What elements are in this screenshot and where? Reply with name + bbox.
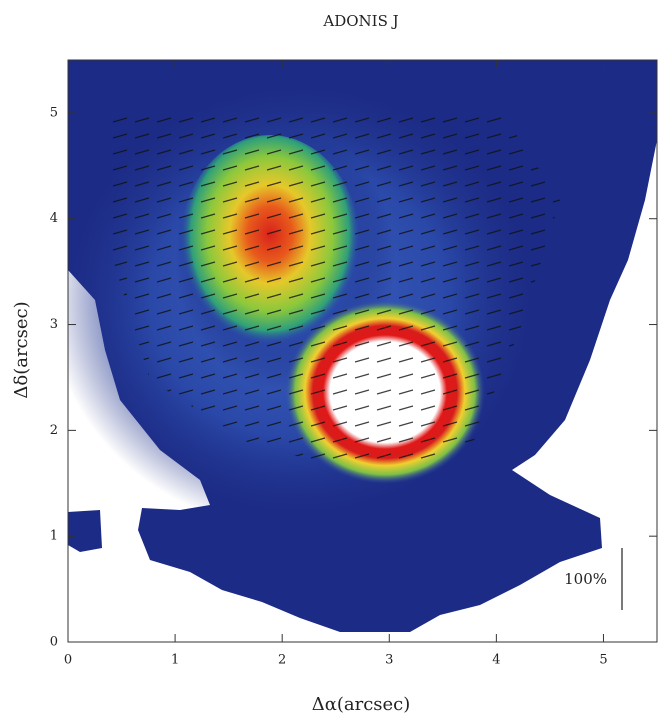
x-tick-label: 2 [278, 653, 286, 668]
chart-title: ADONIS J [322, 12, 398, 30]
heatmap-image [50, 60, 657, 632]
y-axis-label: Δδ(arcsec) [11, 301, 32, 398]
y-tick-label: 2 [50, 423, 58, 438]
y-tick-label: 3 [50, 317, 58, 332]
chart: ADONIS J 100% Δα(arcsec) Δδ(arcsec) 0 1 2 3… [0, 0, 666, 722]
x-axis-label: Δα(arcsec) [312, 694, 411, 715]
x-tick-label: 4 [492, 653, 500, 668]
x-tick-label: 5 [599, 653, 607, 668]
x-tick-label: 1 [171, 653, 179, 668]
y-tick-label: 4 [50, 211, 58, 226]
y-tick-label: 0 [50, 635, 58, 650]
x-tick-label: 3 [385, 653, 393, 668]
annotation: 100% [564, 570, 607, 588]
y-tick-label: 5 [50, 105, 58, 120]
x-tick-label: 0 [64, 653, 72, 668]
y-tick-label: 1 [50, 529, 58, 544]
